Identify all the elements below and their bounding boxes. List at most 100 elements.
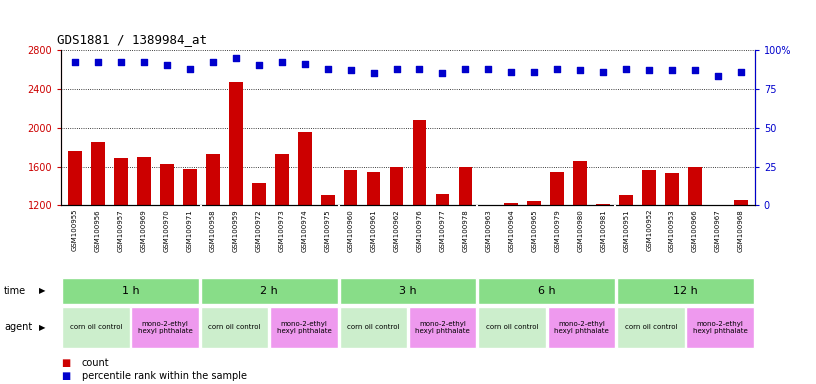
Text: GSM100955: GSM100955 <box>72 209 78 252</box>
Bar <box>734 200 748 322</box>
Text: GSM100963: GSM100963 <box>486 209 491 252</box>
Bar <box>91 142 104 322</box>
Bar <box>642 170 656 322</box>
Bar <box>62 307 130 348</box>
Text: GSM100957: GSM100957 <box>118 209 124 252</box>
Point <box>275 59 288 65</box>
Bar <box>548 307 615 348</box>
Bar <box>160 164 174 322</box>
Text: GSM100976: GSM100976 <box>416 209 423 252</box>
Text: 2 h: 2 h <box>260 286 278 296</box>
Text: GSM100980: GSM100980 <box>577 209 583 252</box>
Text: ▶: ▶ <box>39 286 46 295</box>
Text: 12 h: 12 h <box>673 286 698 296</box>
Text: mono-2-ethyl
hexyl phthalate: mono-2-ethyl hexyl phthalate <box>277 321 331 334</box>
Text: GSM100979: GSM100979 <box>554 209 561 252</box>
Point <box>91 59 104 65</box>
Text: GSM100960: GSM100960 <box>348 209 353 252</box>
Text: corn oil control: corn oil control <box>208 324 261 330</box>
Bar <box>504 204 518 322</box>
Bar <box>62 278 199 304</box>
Text: mono-2-ethyl
hexyl phthalate: mono-2-ethyl hexyl phthalate <box>693 321 747 334</box>
Point <box>712 73 725 79</box>
Bar <box>321 195 335 322</box>
Bar <box>688 167 702 322</box>
Point <box>413 66 426 72</box>
Bar <box>619 195 633 322</box>
Text: GSM100968: GSM100968 <box>738 209 744 252</box>
Text: GSM100977: GSM100977 <box>440 209 446 252</box>
Bar <box>344 170 357 322</box>
Bar <box>366 172 380 322</box>
Bar <box>436 194 450 322</box>
Point <box>390 66 403 72</box>
Bar <box>339 307 407 348</box>
Point <box>482 66 495 72</box>
Text: ■: ■ <box>61 371 70 381</box>
Text: count: count <box>82 358 109 368</box>
Point <box>367 70 380 76</box>
Bar <box>201 307 268 348</box>
Point <box>619 66 632 72</box>
Text: GSM100964: GSM100964 <box>508 209 514 252</box>
Text: mono-2-ethyl
hexyl phthalate: mono-2-ethyl hexyl phthalate <box>415 321 470 334</box>
Bar <box>617 278 754 304</box>
Text: GSM100961: GSM100961 <box>370 209 376 252</box>
Bar <box>596 204 610 322</box>
Bar <box>339 278 477 304</box>
Text: agent: agent <box>4 322 33 333</box>
Text: GSM100971: GSM100971 <box>187 209 193 252</box>
Point <box>574 67 587 73</box>
Point <box>229 55 242 61</box>
Bar <box>228 82 242 322</box>
Text: ▶: ▶ <box>39 323 46 332</box>
Point <box>298 61 311 67</box>
Text: 6 h: 6 h <box>538 286 556 296</box>
Point <box>528 69 541 75</box>
Bar <box>478 278 615 304</box>
Text: GSM100978: GSM100978 <box>463 209 468 252</box>
Point <box>321 66 334 72</box>
Bar <box>137 157 151 322</box>
Bar <box>459 167 472 322</box>
Bar <box>270 307 338 348</box>
Bar <box>114 158 128 322</box>
Text: GSM100981: GSM100981 <box>601 209 606 252</box>
Point <box>689 67 702 73</box>
Bar <box>413 120 427 322</box>
Text: ■: ■ <box>61 358 70 368</box>
Point <box>505 69 518 75</box>
Text: GSM100967: GSM100967 <box>715 209 721 252</box>
Text: GSM100959: GSM100959 <box>233 209 239 252</box>
Bar <box>478 307 546 348</box>
Bar <box>686 307 754 348</box>
Point <box>734 69 747 75</box>
Text: corn oil control: corn oil control <box>347 324 400 330</box>
Bar <box>617 307 685 348</box>
Text: GSM100975: GSM100975 <box>325 209 330 252</box>
Text: GDS1881 / 1389984_at: GDS1881 / 1389984_at <box>57 33 207 46</box>
Point <box>252 63 265 69</box>
Point <box>344 67 357 73</box>
Text: GSM100956: GSM100956 <box>95 209 101 252</box>
Bar <box>665 173 679 322</box>
Text: GSM100965: GSM100965 <box>531 209 537 252</box>
Text: GSM100972: GSM100972 <box>255 209 262 252</box>
Bar <box>409 307 477 348</box>
Text: corn oil control: corn oil control <box>69 324 122 330</box>
Text: GSM100951: GSM100951 <box>623 209 629 252</box>
Point <box>596 69 610 75</box>
Bar <box>389 167 403 322</box>
Text: GSM100966: GSM100966 <box>692 209 698 252</box>
Bar <box>481 205 495 322</box>
Text: GSM100953: GSM100953 <box>669 209 675 252</box>
Point <box>184 66 197 72</box>
Text: 3 h: 3 h <box>399 286 417 296</box>
Bar <box>252 183 265 322</box>
Bar <box>712 215 725 322</box>
Point <box>551 66 564 72</box>
Text: corn oil control: corn oil control <box>624 324 677 330</box>
Bar <box>527 200 541 322</box>
Text: GSM100962: GSM100962 <box>393 209 400 252</box>
Text: corn oil control: corn oil control <box>486 324 539 330</box>
